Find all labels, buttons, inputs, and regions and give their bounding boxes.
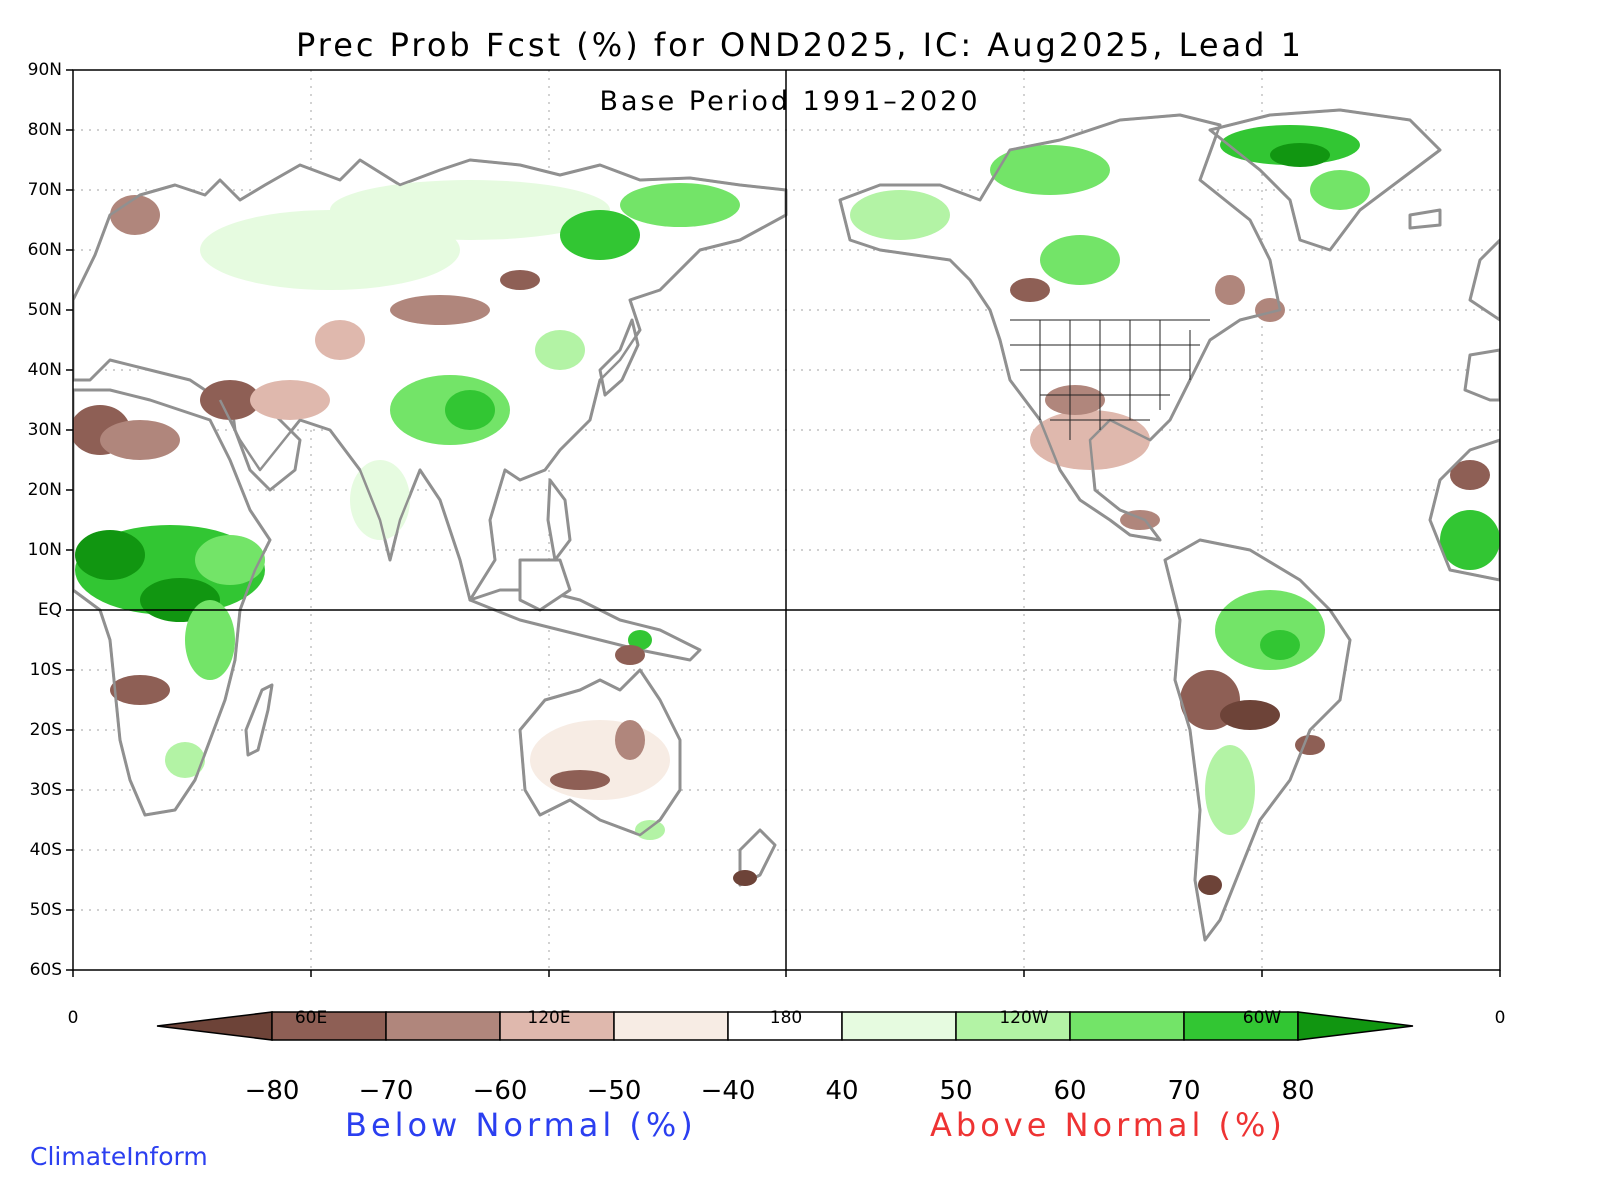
colorbar-label-neg40: −40 bbox=[700, 1076, 756, 1106]
colorbar-label-40: 40 bbox=[825, 1076, 859, 1106]
lat-label-90n: 90N bbox=[27, 60, 62, 80]
colorbar-label-neg70: −70 bbox=[358, 1076, 414, 1106]
lat-label-20s: 20S bbox=[29, 720, 62, 740]
lon-label-60w: 60W bbox=[1242, 1008, 1282, 1028]
below-normal-caption: Below Normal (%) bbox=[345, 1106, 697, 1144]
colorbar-label-70: 70 bbox=[1167, 1076, 1201, 1106]
colorbar-label-60: 60 bbox=[1053, 1076, 1087, 1106]
colorbar-below-arrow bbox=[156, 1011, 273, 1041]
lon-label-120e: 120E bbox=[527, 1008, 571, 1028]
colorbar-swatch-normal bbox=[727, 1011, 843, 1041]
lat-label-20n: 20N bbox=[27, 480, 62, 500]
colorbar-swatch-above-60-70 bbox=[1069, 1011, 1185, 1041]
lat-label-60n: 60N bbox=[27, 240, 62, 260]
below-normal-shading bbox=[73, 195, 1490, 895]
axis-ticks bbox=[66, 69, 1501, 977]
lat-label-50n: 50N bbox=[27, 300, 62, 320]
colorbar-label-neg60: −60 bbox=[472, 1076, 528, 1106]
land-indonesia bbox=[468, 588, 702, 662]
land-layer bbox=[73, 108, 1500, 942]
us-state-lines bbox=[1010, 319, 1210, 440]
map-title: Prec Prob Fcst (%) for OND2025, IC: Aug2… bbox=[296, 26, 1304, 64]
colorbar-label-neg50: −50 bbox=[586, 1076, 642, 1106]
colorbar-above-arrow bbox=[1297, 1011, 1414, 1041]
lon-label-60e: 60E bbox=[294, 1008, 328, 1028]
lat-label-60s: 60S bbox=[29, 960, 62, 980]
lat-label-40s: 40S bbox=[29, 840, 62, 860]
lat-label-30s: 30S bbox=[29, 780, 62, 800]
land-iceland bbox=[1408, 208, 1442, 230]
credit-label: ClimateInform bbox=[30, 1142, 208, 1171]
land-madagascar bbox=[244, 683, 274, 757]
lat-label-eq: EQ bbox=[37, 600, 62, 620]
lat-label-80n: 80N bbox=[27, 120, 62, 140]
lat-label-30n: 30N bbox=[27, 420, 62, 440]
colorbar-swatch-below-60-70 bbox=[385, 1011, 501, 1041]
coastline-overlay bbox=[73, 108, 1500, 942]
land-iberia-right bbox=[1463, 348, 1500, 402]
colorbar bbox=[156, 1011, 1414, 1041]
land-japan bbox=[598, 318, 640, 397]
lon-label-0-east: 0 bbox=[1494, 1008, 1506, 1028]
colorbar-label-50: 50 bbox=[939, 1076, 973, 1106]
colorbar-swatch-above-40-50 bbox=[841, 1011, 957, 1041]
lon-label-120w: 120W bbox=[999, 1008, 1049, 1028]
lat-label-70n: 70N bbox=[27, 180, 62, 200]
colorbar-label-neg80: −80 bbox=[244, 1076, 300, 1106]
land-europe-right bbox=[1468, 238, 1500, 322]
above-normal-caption: Above Normal (%) bbox=[930, 1106, 1286, 1144]
colorbar-label-80: 80 bbox=[1281, 1076, 1315, 1106]
base-period-label: Base Period 1991–2020 bbox=[599, 86, 981, 117]
colorbar-swatch-below-40-50 bbox=[613, 1011, 729, 1041]
lon-label-180: 180 bbox=[769, 1008, 803, 1028]
lon-label-0-west: 0 bbox=[67, 1008, 79, 1028]
lat-label-10s: 10S bbox=[29, 660, 62, 680]
colorbar-swatch-below-70-80 bbox=[271, 1011, 387, 1041]
lat-label-50s: 50S bbox=[29, 900, 62, 920]
lat-label-10n: 10N bbox=[27, 540, 62, 560]
land-philippines bbox=[546, 478, 572, 562]
lat-label-40n: 40N bbox=[27, 360, 62, 380]
land-borneo bbox=[518, 558, 572, 612]
